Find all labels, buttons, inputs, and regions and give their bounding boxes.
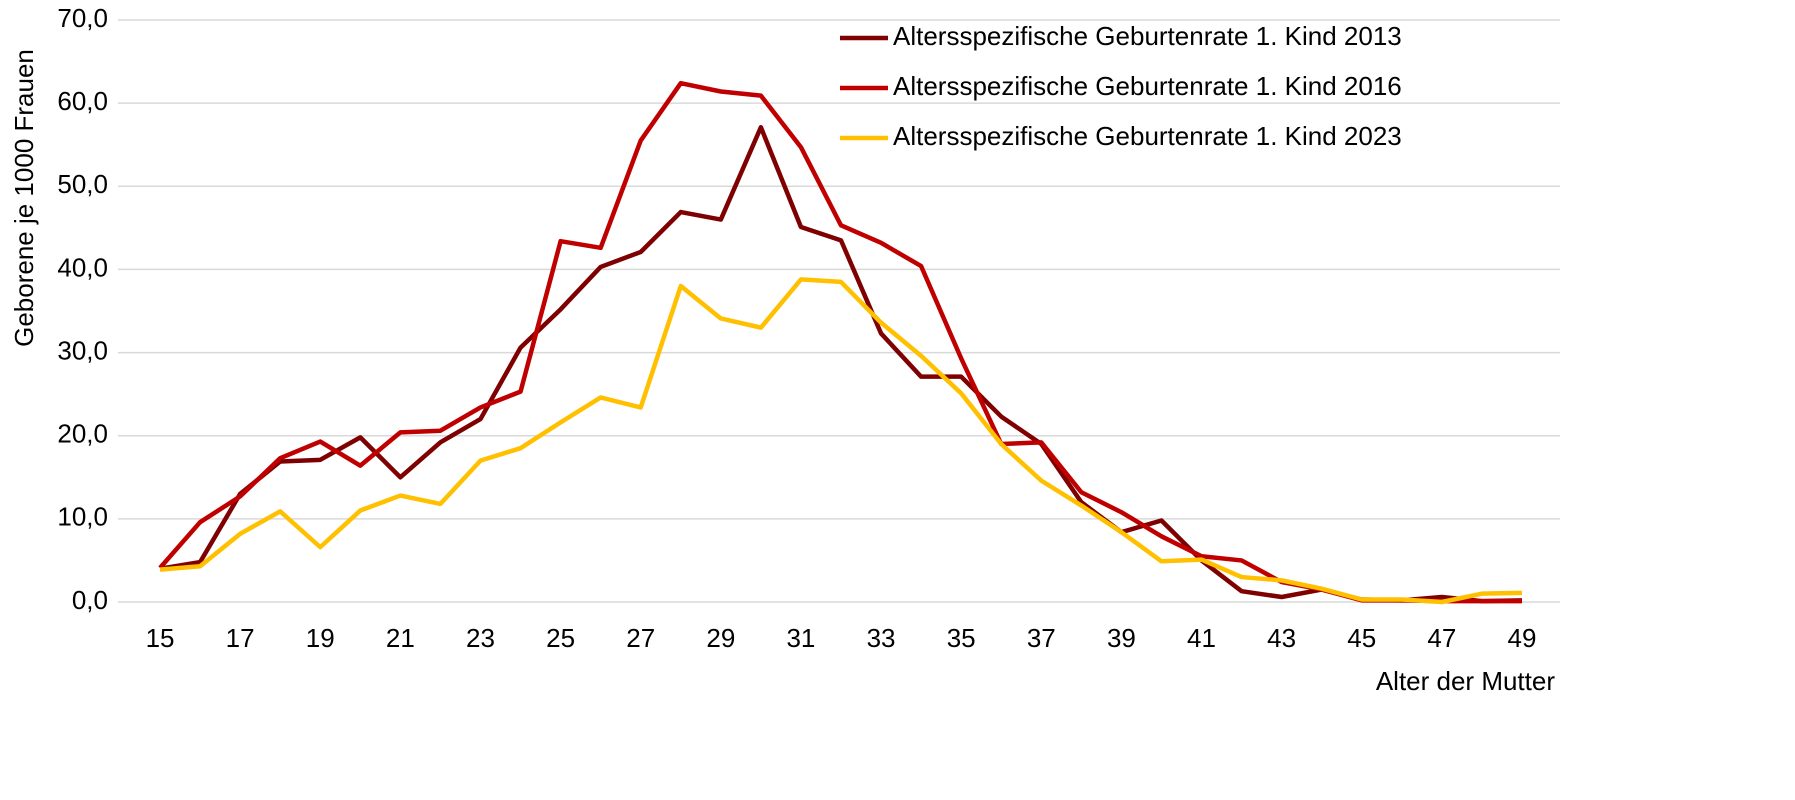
x-tick-label: 31 xyxy=(786,623,815,653)
series-line xyxy=(159,277,1523,605)
x-tick-label: 19 xyxy=(306,623,335,653)
y-tick-label: 20,0 xyxy=(57,419,108,449)
y-axis-title: Geborene je 1000 Frauen xyxy=(9,49,39,347)
series-line xyxy=(159,125,1523,604)
x-tick-label: 21 xyxy=(386,623,415,653)
x-tick-label: 35 xyxy=(947,623,976,653)
x-tick-label: 49 xyxy=(1508,623,1537,653)
x-tick-label: 37 xyxy=(1027,623,1056,653)
x-tick-label: 43 xyxy=(1267,623,1296,653)
y-tick-label: 0,0 xyxy=(72,585,108,615)
x-tick-label: 33 xyxy=(867,623,896,653)
y-tick-label: 50,0 xyxy=(57,169,108,199)
x-tick-label: 47 xyxy=(1427,623,1456,653)
legend-label: Altersspezifische Geburtenrate 1. Kind 2… xyxy=(893,71,1402,101)
x-tick-label: 29 xyxy=(706,623,735,653)
x-axis-title: Alter der Mutter xyxy=(1376,666,1556,696)
y-tick-label: 70,0 xyxy=(57,3,108,33)
y-tick-label: 10,0 xyxy=(57,502,108,532)
y-tick-label: 40,0 xyxy=(57,252,108,282)
x-tick-label: 23 xyxy=(466,623,495,653)
x-tick-label: 17 xyxy=(226,623,255,653)
x-tick-label: 27 xyxy=(626,623,655,653)
legend-label: Altersspezifische Geburtenrate 1. Kind 2… xyxy=(893,121,1402,151)
x-tick-label: 15 xyxy=(146,623,175,653)
x-tick-label: 39 xyxy=(1107,623,1136,653)
series-line xyxy=(158,80,1522,604)
x-tick-label: 25 xyxy=(546,623,575,653)
x-tick-label: 41 xyxy=(1187,623,1216,653)
y-tick-label: 30,0 xyxy=(57,335,108,365)
y-tick-label: 60,0 xyxy=(57,86,108,116)
x-tick-label: 45 xyxy=(1347,623,1376,653)
legend-label: Altersspezifische Geburtenrate 1. Kind 2… xyxy=(893,21,1402,51)
